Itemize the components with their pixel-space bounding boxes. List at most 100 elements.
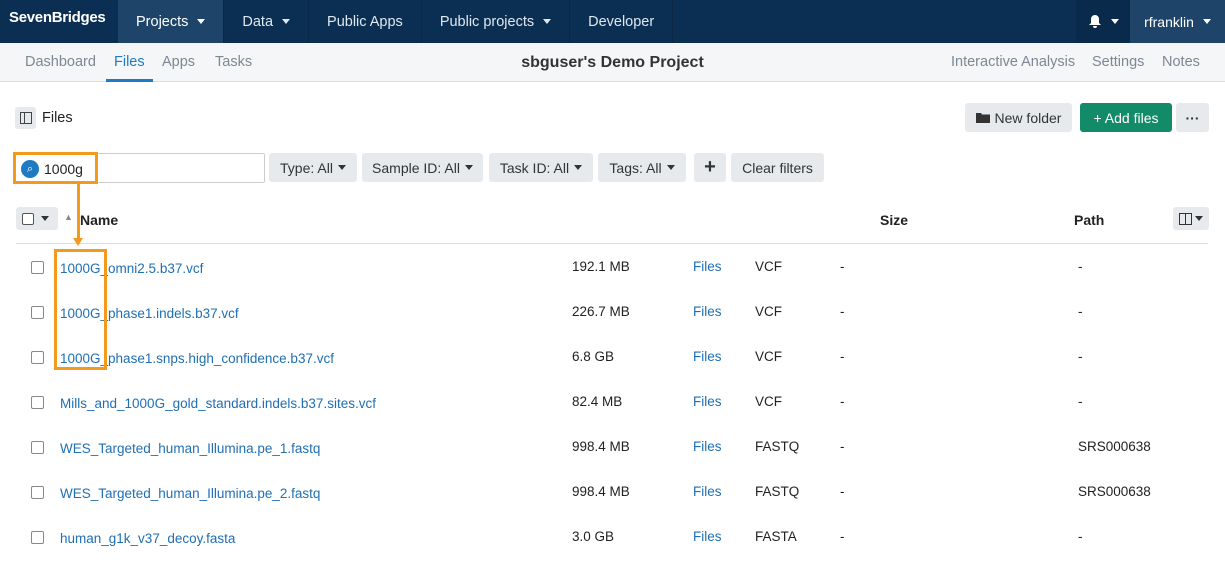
type-filter[interactable]: Type: All bbox=[269, 153, 357, 182]
tab-tasks[interactable]: Tasks bbox=[215, 54, 253, 70]
file-name-link[interactable]: 1000G_phase1.snps.high_confidence.b37.vc… bbox=[60, 351, 334, 366]
chevron-down-icon bbox=[666, 165, 675, 170]
annotation-arrow bbox=[77, 184, 80, 242]
file-path: SRS000638 bbox=[1078, 484, 1151, 499]
page-title: sbguser's Demo Project bbox=[521, 54, 704, 71]
match-highlight bbox=[54, 249, 107, 370]
table-row[interactable]: Mills_and_1000G_gold_standard.indels.b37… bbox=[16, 380, 1208, 425]
table-row[interactable]: 1000G_omni2.5.b37.vcf 192.1 MB Files VCF… bbox=[16, 245, 1208, 290]
table-row[interactable]: 1000G_phase1.indels.b37.vcf 226.7 MB Fil… bbox=[16, 290, 1208, 335]
file-name-link[interactable]: WES_Targeted_human_Illumina.pe_1.fastq bbox=[60, 441, 321, 456]
file-path: - bbox=[1078, 259, 1083, 274]
tab-interactive-analysis[interactable]: Interactive Analysis bbox=[951, 54, 1076, 70]
select-all-dropdown[interactable] bbox=[16, 207, 58, 230]
panel-label: Files bbox=[42, 110, 73, 126]
file-path: - bbox=[1078, 349, 1083, 364]
header-size[interactable]: Size bbox=[880, 212, 909, 228]
chevron-down-icon bbox=[1110, 19, 1119, 24]
tab-settings[interactable]: Settings bbox=[1092, 54, 1145, 70]
tab-dashboard[interactable]: Dashboard bbox=[25, 54, 96, 70]
file-location-link[interactable]: Files bbox=[693, 529, 722, 544]
user-menu[interactable]: rfranklin bbox=[1130, 0, 1225, 43]
add-filter-button[interactable]: + bbox=[694, 153, 726, 182]
header-divider bbox=[16, 243, 1208, 244]
chevron-down-icon bbox=[1202, 19, 1211, 24]
file-name-link[interactable]: WES_Targeted_human_Illumina.pe_2.fastq bbox=[60, 486, 321, 501]
file-size: 6.8 GB bbox=[572, 349, 615, 364]
file-size: 3.0 GB bbox=[572, 529, 615, 544]
table-row[interactable]: 1000G_phase1.snps.high_confidence.b37.vc… bbox=[16, 335, 1208, 380]
file-location-link[interactable]: Files bbox=[693, 259, 722, 274]
more-button[interactable]: ··· bbox=[1176, 103, 1209, 132]
task-id-filter[interactable]: Task ID: All bbox=[489, 153, 593, 182]
sample-id: - bbox=[840, 259, 845, 274]
table-row[interactable]: WES_Targeted_human_Illumina.pe_2.fastq 9… bbox=[16, 470, 1208, 515]
clear-filters-button[interactable]: Clear filters bbox=[731, 153, 824, 182]
file-location-link[interactable]: Files bbox=[693, 484, 722, 499]
row-checkbox[interactable] bbox=[31, 261, 44, 274]
nav-data[interactable]: Data bbox=[224, 0, 310, 43]
notifications-button[interactable] bbox=[1076, 0, 1130, 43]
sample-id: - bbox=[840, 439, 845, 454]
search-highlight bbox=[13, 152, 98, 184]
file-path: SRS000638 bbox=[1078, 439, 1151, 454]
new-folder-button[interactable]: New folder bbox=[965, 103, 1072, 132]
table-row[interactable]: human_g1k_v37_decoy.fasta 3.0 GB Files F… bbox=[16, 515, 1208, 560]
row-checkbox[interactable] bbox=[31, 351, 44, 364]
row-checkbox[interactable] bbox=[31, 531, 44, 544]
file-name-link[interactable]: Mills_and_1000G_gold_standard.indels.b37… bbox=[60, 396, 376, 411]
sample-id-filter[interactable]: Sample ID: All bbox=[362, 153, 483, 182]
header-path[interactable]: Path bbox=[1074, 212, 1105, 228]
file-type: FASTQ bbox=[755, 484, 800, 499]
table-row[interactable]: WES_Targeted_human_Illumina.pe_1.fastq 9… bbox=[16, 425, 1208, 470]
chevron-down-icon bbox=[337, 165, 346, 170]
nav-projects[interactable]: Projects bbox=[118, 0, 225, 43]
file-location-link[interactable]: Files bbox=[693, 439, 722, 454]
sort-asc-icon[interactable]: ▲ bbox=[64, 212, 73, 222]
project-subnav: sbguser's Demo Project Dashboard Files A… bbox=[0, 43, 1225, 82]
tab-notes[interactable]: Notes bbox=[1162, 54, 1200, 70]
nav-developer[interactable]: Developer bbox=[570, 0, 674, 43]
file-size: 998.4 MB bbox=[572, 484, 630, 499]
file-type: VCF bbox=[755, 394, 782, 409]
nav-public-apps[interactable]: Public Apps bbox=[309, 0, 422, 43]
columns-icon bbox=[1179, 212, 1192, 225]
row-checkbox[interactable] bbox=[31, 486, 44, 499]
header-name[interactable]: Name bbox=[80, 212, 119, 228]
toggle-panel-button[interactable] bbox=[15, 107, 36, 129]
chevron-down-icon bbox=[543, 19, 552, 24]
row-checkbox[interactable] bbox=[31, 396, 44, 409]
folder-icon bbox=[975, 113, 990, 123]
chevron-down-icon bbox=[41, 216, 49, 221]
search-icon: ⌕ bbox=[21, 160, 39, 178]
chevron-down-icon bbox=[464, 165, 473, 170]
sample-id: - bbox=[840, 304, 845, 319]
file-location-link[interactable]: Files bbox=[693, 349, 722, 364]
row-checkbox[interactable] bbox=[31, 306, 44, 319]
sample-id: - bbox=[840, 484, 845, 499]
nav-public-projects[interactable]: Public projects bbox=[422, 0, 571, 43]
row-checkbox[interactable] bbox=[31, 441, 44, 454]
chevron-down-icon bbox=[197, 19, 206, 24]
file-type: FASTA bbox=[755, 529, 797, 544]
file-name-link[interactable]: human_g1k_v37_decoy.fasta bbox=[60, 531, 236, 546]
tab-files[interactable]: Files bbox=[106, 54, 153, 82]
file-size: 82.4 MB bbox=[572, 394, 623, 409]
sidebar-icon bbox=[19, 112, 32, 124]
search-input[interactable]: ⌕ 1000g bbox=[15, 153, 265, 183]
chevron-down-icon bbox=[282, 19, 291, 24]
file-size: 998.4 MB bbox=[572, 439, 630, 454]
file-type: FASTQ bbox=[755, 439, 800, 454]
file-name-link[interactable]: 1000G_omni2.5.b37.vcf bbox=[60, 261, 204, 276]
add-files-button[interactable]: + Add files bbox=[1080, 103, 1172, 132]
tags-filter[interactable]: Tags: All bbox=[598, 153, 686, 182]
tab-apps[interactable]: Apps bbox=[162, 54, 196, 70]
file-location-link[interactable]: Files bbox=[693, 304, 722, 319]
file-type: VCF bbox=[755, 304, 782, 319]
columns-button[interactable] bbox=[1173, 207, 1209, 230]
file-location-link[interactable]: Files bbox=[693, 394, 722, 409]
chevron-down-icon bbox=[1195, 216, 1203, 221]
select-all-checkbox[interactable] bbox=[22, 212, 34, 225]
file-size: 192.1 MB bbox=[572, 259, 630, 274]
logo[interactable]: SevenBridges bbox=[9, 9, 106, 26]
